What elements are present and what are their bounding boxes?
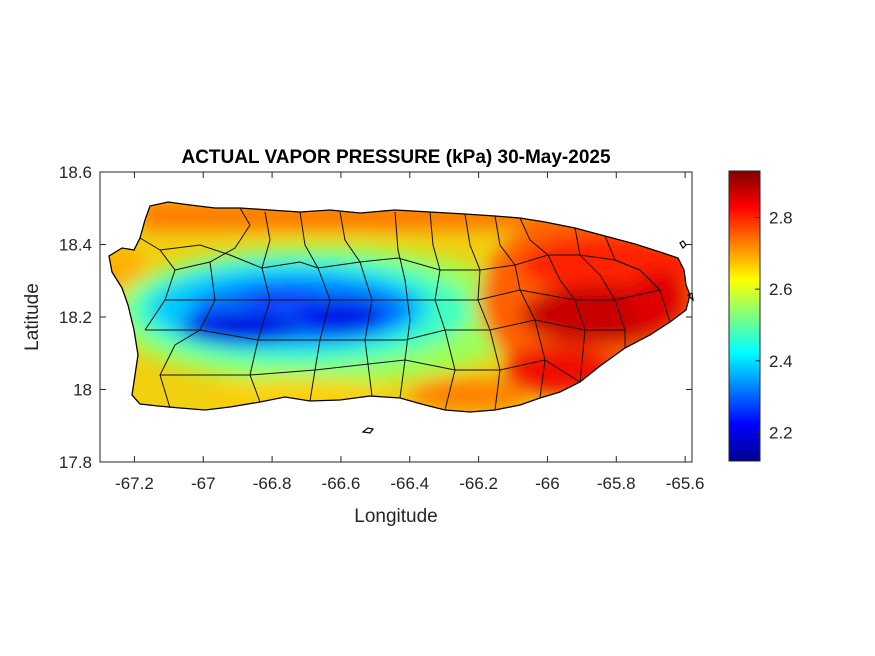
colorbar-tick-label: 2.2 [769,423,793,442]
x-tick-label: -66.2 [459,474,498,493]
y-axis-label: Latitude [22,283,43,351]
x-axis-ticks: -67.2 -67 -66.8 -66.6 -66.4 -66.2 -66 -65.8 -65.… [115,172,704,493]
colorbar [728,170,761,462]
colorbar-ticks: 2.2 2.4 2.6 2.8 [755,209,793,442]
colorbar-tick-label: 2.6 [769,280,793,299]
x-tick-label: -65.8 [597,474,636,493]
x-tick-label: -67 [191,474,216,493]
colorbar-tick-label: 2.4 [769,352,793,371]
y-tick-label: 18.6 [59,163,92,182]
chart-title: ACTUAL VAPOR PRESSURE (kPa) 30-May-2025 [181,147,610,168]
colorbar-tick-label: 2.8 [769,209,793,228]
x-tick-label: -66.8 [253,474,292,493]
x-tick-label: -66 [535,474,560,493]
y-axis-ticks: 17.8 18 18.2 18.4 18.6 [59,163,692,472]
y-tick-label: 17.8 [59,453,92,472]
x-axis-label: Longitude [354,506,437,527]
x-tick-label: -66.4 [390,474,429,493]
island-outline [108,201,691,413]
x-tick-label: -65.6 [666,474,705,493]
x-tick-label: -67.2 [115,474,154,493]
y-tick-label: 18 [73,381,92,400]
x-tick-label: -66.6 [322,474,361,493]
municipality-boundaries [139,207,671,411]
y-tick-label: 18.4 [59,236,92,255]
y-tick-label: 18.2 [59,308,92,327]
